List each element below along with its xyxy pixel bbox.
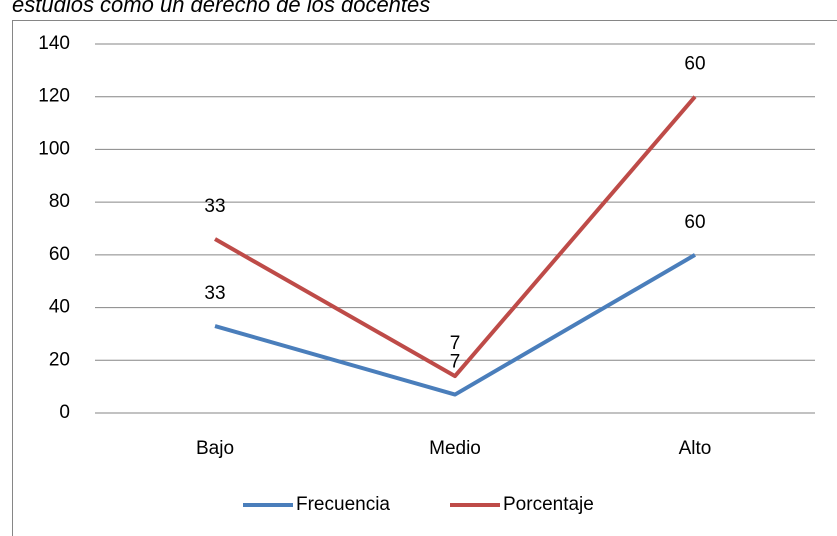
- y-tick-label: 120: [38, 86, 70, 107]
- data-label: 33: [204, 283, 225, 304]
- y-tick-label: 140: [38, 33, 70, 54]
- y-tick-label: 100: [38, 138, 70, 159]
- legend-label: Porcentaje: [503, 494, 594, 515]
- data-label: 60: [684, 212, 705, 233]
- data-label: 33: [204, 196, 225, 217]
- series-line: [214, 95, 697, 379]
- chart-frame: [12, 20, 837, 536]
- legend-label: Frecuencia: [296, 494, 390, 515]
- y-tick-label: 60: [49, 244, 70, 265]
- y-tick-label: 0: [59, 402, 70, 423]
- data-label: 60: [684, 54, 705, 75]
- y-tick-label: 80: [49, 191, 70, 212]
- data-label: 7: [450, 333, 461, 354]
- chart-title: estudios como un derecho de los docentes: [12, 0, 430, 17]
- y-tick-label: 40: [49, 297, 70, 318]
- data-label: 7: [450, 352, 461, 373]
- x-tick-label: Alto: [679, 438, 712, 459]
- x-tick-label: Bajo: [196, 438, 234, 459]
- y-tick-label: 20: [49, 349, 70, 370]
- x-tick-label: Medio: [429, 438, 481, 459]
- series-line: [214, 253, 697, 397]
